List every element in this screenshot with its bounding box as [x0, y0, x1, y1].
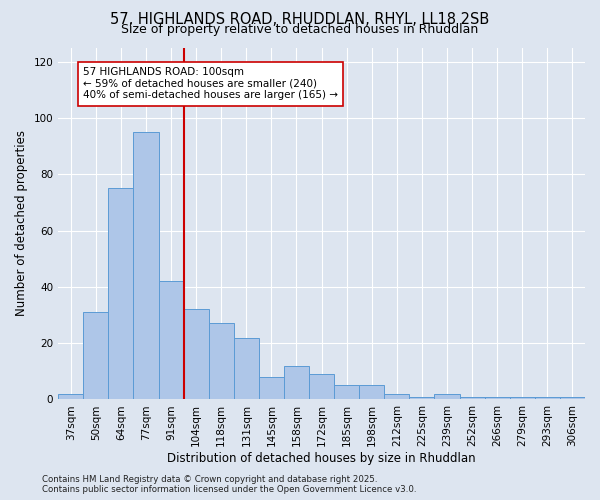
Text: Contains HM Land Registry data © Crown copyright and database right 2025.
Contai: Contains HM Land Registry data © Crown c… — [42, 474, 416, 494]
Bar — [184, 310, 209, 400]
Bar — [535, 396, 560, 400]
Bar — [109, 188, 133, 400]
Bar — [485, 396, 510, 400]
Bar — [83, 312, 109, 400]
Bar — [209, 324, 234, 400]
Bar — [510, 396, 535, 400]
Bar — [234, 338, 259, 400]
Bar — [359, 386, 385, 400]
Bar — [409, 396, 434, 400]
Bar — [560, 396, 585, 400]
Bar — [460, 396, 485, 400]
Bar — [158, 281, 184, 400]
Bar — [385, 394, 409, 400]
Text: Size of property relative to detached houses in Rhuddlan: Size of property relative to detached ho… — [121, 22, 479, 36]
Text: 57, HIGHLANDS ROAD, RHUDDLAN, RHYL, LL18 2SB: 57, HIGHLANDS ROAD, RHUDDLAN, RHYL, LL18… — [110, 12, 490, 28]
Bar — [284, 366, 309, 400]
Bar — [259, 377, 284, 400]
Bar — [58, 394, 83, 400]
Bar — [434, 394, 460, 400]
Y-axis label: Number of detached properties: Number of detached properties — [15, 130, 28, 316]
Bar — [133, 132, 158, 400]
Text: 57 HIGHLANDS ROAD: 100sqm
← 59% of detached houses are smaller (240)
40% of semi: 57 HIGHLANDS ROAD: 100sqm ← 59% of detac… — [83, 67, 338, 100]
Bar — [334, 386, 359, 400]
Bar — [309, 374, 334, 400]
X-axis label: Distribution of detached houses by size in Rhuddlan: Distribution of detached houses by size … — [167, 452, 476, 465]
